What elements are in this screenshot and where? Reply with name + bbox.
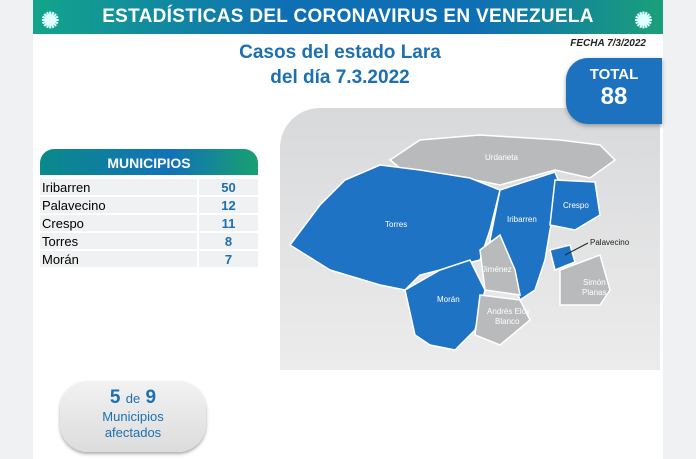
table-row: Crespo 11 xyxy=(40,215,258,231)
municipio-count: 12 xyxy=(197,197,258,213)
table-row: Iribarren 50 xyxy=(40,179,258,195)
virus-icon: ✺ xyxy=(41,8,60,33)
label-urdaneta: Urdaneta xyxy=(485,153,518,162)
label-crespo: Crespo xyxy=(563,201,589,210)
municipio-name: Morán xyxy=(40,251,197,267)
municipio-count: 8 xyxy=(197,233,258,249)
region-torres xyxy=(288,164,501,291)
table-row: Palavecino 12 xyxy=(40,197,258,213)
label-moran: Morán xyxy=(437,295,460,304)
de-label: de xyxy=(125,391,141,406)
affected-summary: 5 de 9 Municipios afectados xyxy=(60,381,206,452)
municipio-count: 50 xyxy=(197,179,258,195)
title-line-1: Casos del estado Lara xyxy=(239,42,441,63)
total-label: TOTAL xyxy=(589,66,639,83)
table-row: Torres 8 xyxy=(40,233,258,249)
page-title: Casos del estado Lara del día 7.3.2022 xyxy=(230,40,450,90)
title-line-2: del día 7.3.2022 xyxy=(270,67,410,88)
virus-icon: ✺ xyxy=(634,8,653,33)
header-banner: ✺ ESTADÍSTICAS DEL CORONAVIRUS EN VENEZUE… xyxy=(33,0,663,34)
summary-line-1: Municipios xyxy=(102,409,164,424)
municipio-name: Palavecino xyxy=(40,197,197,213)
region-crespo xyxy=(549,179,601,231)
municipios-table: Iribarren 50 Palavecino 12 Crespo 11 Torres… xyxy=(40,177,258,269)
label-iribarren: Iribarren xyxy=(507,215,537,224)
summary-line-2: afectados xyxy=(104,425,162,440)
municipio-name: Iribarren xyxy=(40,179,197,195)
label-jimenez: Jiménez xyxy=(482,265,512,274)
total-municipios: 9 xyxy=(145,387,157,408)
label-simon: Simón xyxy=(583,278,606,287)
date-label: FECHA 7/3/2022 xyxy=(570,38,646,49)
label-palavecino: Palavecino xyxy=(590,238,630,247)
region-andres-eloy-blanco xyxy=(474,294,531,346)
municipio-name: Crespo xyxy=(40,215,197,231)
municipio-count: 7 xyxy=(197,251,258,267)
label-blanco: Blanco xyxy=(495,317,520,326)
label-torres: Torres xyxy=(385,220,407,229)
header-title: ESTADÍSTICAS DEL CORONAVIRUS EN VENEZUEL… xyxy=(102,6,594,27)
municipio-count: 11 xyxy=(197,215,258,231)
region-palavecino xyxy=(549,244,576,272)
label-andres-eloy: Andrés Eloy xyxy=(487,307,530,316)
region-simon-planas xyxy=(559,254,611,306)
municipio-name: Torres xyxy=(40,233,197,249)
table-row: Morán 7 xyxy=(40,251,258,267)
region-jimenez xyxy=(479,233,521,296)
label-planas: Planas xyxy=(582,288,606,297)
municipios-header: MUNICIPIOS xyxy=(40,149,258,175)
total-value: 88 xyxy=(600,83,628,110)
affected-count: 5 xyxy=(109,387,121,408)
total-badge: TOTAL 88 xyxy=(566,58,662,124)
